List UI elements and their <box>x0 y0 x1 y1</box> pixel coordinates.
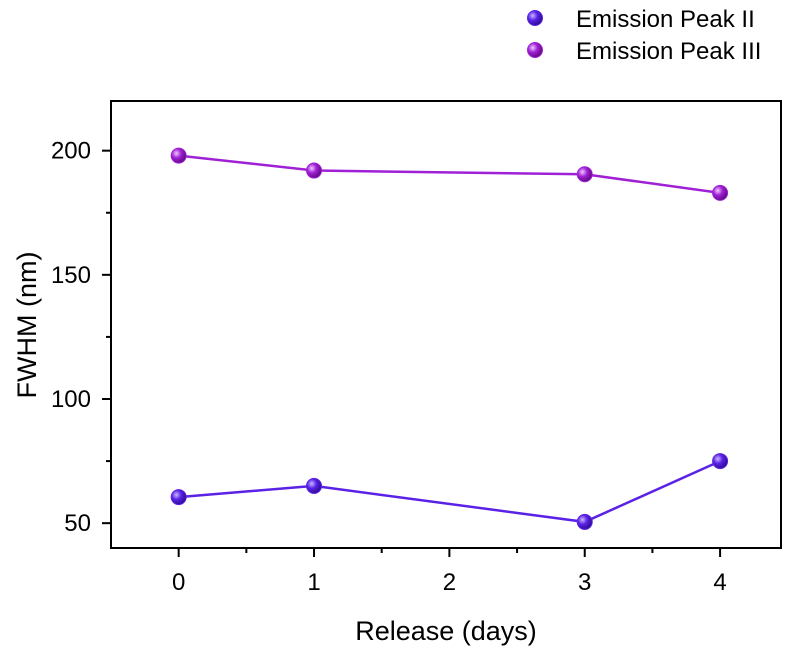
legend-marker <box>527 42 543 58</box>
data-point <box>576 166 593 183</box>
series-line <box>178 459 721 524</box>
legend-label: Emission Peak II <box>576 6 755 33</box>
axes: 0 1 2 3 4 50 100 150 200 <box>51 138 727 596</box>
y-tick-label: 150 <box>51 262 91 289</box>
x-tick-label: 1 <box>307 569 320 596</box>
y-axis-title: FWHM (nm) <box>12 252 42 399</box>
legend-label: Emission Peak III <box>576 38 761 65</box>
y-tick-label: 200 <box>51 138 91 165</box>
legend: Emission Peak II Emission Peak III <box>527 6 761 65</box>
data-point <box>576 513 593 530</box>
plot-frame <box>110 100 782 549</box>
x-tick-label: 2 <box>443 569 456 596</box>
data-point <box>712 453 729 470</box>
data-point <box>306 477 323 494</box>
data-point <box>170 489 187 506</box>
data-point <box>170 147 187 164</box>
data-point <box>306 162 323 179</box>
x-tick-label: 3 <box>578 569 591 596</box>
x-axis-title: Release (days) <box>355 616 537 646</box>
series-line <box>178 154 721 195</box>
y-tick-label: 100 <box>51 386 91 413</box>
y-tick-label: 50 <box>64 510 91 537</box>
legend-marker <box>527 10 543 26</box>
series-layer <box>170 147 729 530</box>
data-point <box>712 184 729 201</box>
x-tick-label: 0 <box>172 569 185 596</box>
x-tick-label: 4 <box>713 569 726 596</box>
